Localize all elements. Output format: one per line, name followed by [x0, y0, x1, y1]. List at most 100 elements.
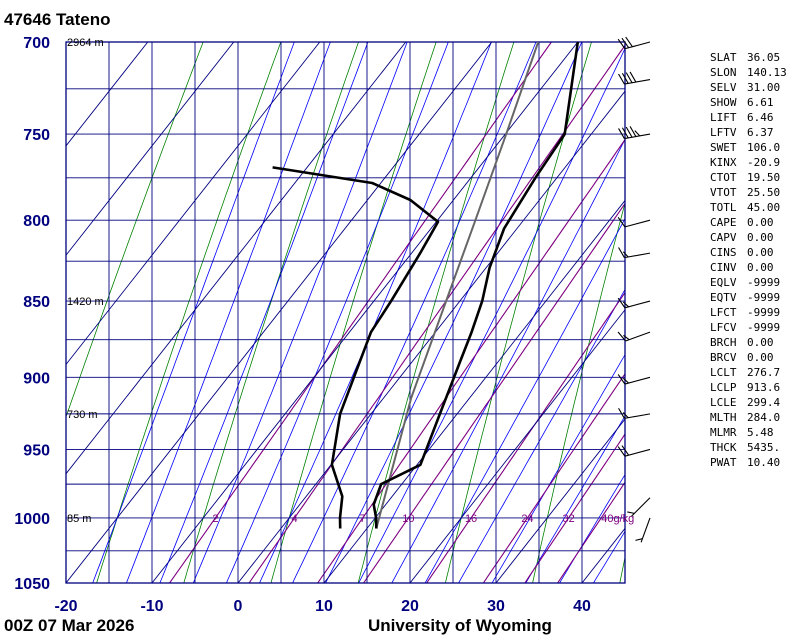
index-value: 6.37: [747, 126, 774, 139]
pressure-tick-label: 900: [23, 370, 50, 387]
height-label: 730 m: [67, 409, 98, 421]
index-value: 19.50: [747, 171, 781, 184]
isotherm-line: [237, 90, 625, 583]
wind-barb: [617, 216, 651, 228]
index-value: 6.61: [747, 96, 774, 109]
index-value: 45.00: [747, 201, 781, 214]
temperature-tick-label: -20: [54, 598, 77, 615]
station-title: 47646 Tateno: [4, 10, 111, 29]
index-row-show: SHOW 6.61: [710, 95, 787, 110]
index-row-swet: SWET 106.0: [710, 140, 787, 155]
wind-barb: [617, 374, 651, 385]
wind-barb: [618, 247, 651, 259]
pressure-tick-label: 1050: [14, 576, 50, 593]
isotherm-line: [0, 42, 62, 583]
index-key: BRCV: [710, 351, 737, 364]
index-key: CINV: [710, 261, 737, 274]
index-row-eqtv: EQTV -9999: [710, 290, 787, 305]
index-value: 6.46: [747, 111, 774, 124]
isotherm-line: [66, 42, 321, 366]
index-value: 25.50: [747, 186, 781, 199]
temperature-tick-label: 30: [487, 598, 505, 615]
pressure-tick-label: 1000: [14, 511, 50, 528]
index-row-ctot: CTOT 19.50: [710, 170, 787, 185]
index-row-lclt: LCLT 276.7: [710, 365, 787, 380]
temperature-tick-label: 20: [401, 598, 419, 615]
moist-adiabat-line: [424, 217, 625, 583]
index-value: 0.00: [747, 336, 774, 349]
moist-adiabat-line: [325, 42, 583, 583]
mixing-ratio-label: 32: [563, 513, 575, 525]
index-row-slon: SLON 140.13: [710, 65, 787, 80]
temperature-tick-label: -10: [140, 598, 163, 615]
index-key: BRCH: [710, 336, 737, 349]
wind-barb: [618, 71, 651, 85]
index-key: CAPE: [710, 216, 737, 229]
index-key: LCLT: [710, 366, 737, 379]
index-value: -9999: [747, 291, 781, 304]
index-row-brch: BRCH 0.00: [710, 335, 787, 350]
wind-barb: [617, 445, 651, 457]
index-key: SLON: [710, 66, 737, 79]
index-key: CAPV: [710, 231, 737, 244]
isotherm-line: [323, 199, 625, 583]
mixing-ratio-line: [248, 44, 625, 583]
isotherm-line: [66, 42, 235, 256]
dry-adiabat-line: [794, 42, 800, 583]
index-value: 10.40: [747, 456, 781, 469]
index-value: 5435.: [747, 441, 781, 454]
plot-frame: [65, 41, 626, 584]
wind-barb: [635, 517, 651, 543]
index-row-pwat: PWAT 10.40: [710, 455, 787, 470]
index-row-lftv: LFTV 6.37: [710, 125, 787, 140]
moist-adiabat-line: [525, 415, 625, 583]
moist-adiabat-line: [491, 353, 625, 583]
dry-adiabat-line: [183, 42, 359, 583]
index-row-thck: THCK 5435.: [710, 440, 787, 455]
dry-adiabat-line: [445, 42, 592, 583]
moist-adiabat-line: [391, 138, 625, 583]
index-value: 284.0: [747, 411, 781, 424]
index-value: -20.9: [747, 156, 781, 169]
index-key: CTOT: [710, 171, 737, 184]
plot-border: [65, 41, 626, 584]
index-row-lcle: LCLE 299.4: [710, 395, 787, 410]
index-value: -9999: [747, 306, 781, 319]
pressure-tick-label: 800: [23, 213, 50, 230]
index-value: 913.6: [747, 381, 781, 394]
background-lines: [0, 42, 800, 583]
mixing-ratio-label: 24: [521, 513, 533, 525]
temperature-tick-label: 10: [315, 598, 333, 615]
mixing-ratio-line: [524, 433, 625, 583]
index-key: LFCV: [710, 321, 737, 334]
index-key: SELV: [710, 81, 737, 94]
index-value: 36.05: [747, 51, 781, 64]
mixing-ratio-line: [557, 481, 625, 583]
axis-labels: 700 750 800 850 900 950 1000 1050-20 -10 0 10 20 30 4…: [14, 35, 634, 615]
index-row-brcv: BRCV 0.00: [710, 350, 787, 365]
index-row-cape: CAPE 0.00: [710, 215, 787, 230]
pressure-tick-label: 700: [23, 35, 50, 52]
wind-barb: [617, 331, 651, 342]
index-key: SWET: [710, 141, 737, 154]
wind-barbs: [617, 36, 651, 543]
moist-adiabat-line: [126, 42, 331, 583]
index-value: 140.13: [747, 66, 787, 79]
mixing-ratio-label: 40g/kg: [601, 513, 634, 525]
pressure-tick-label: 850: [23, 294, 50, 311]
index-row-mlmr: MLMR 5.48: [710, 425, 787, 440]
mixing-ratio-label: 4: [291, 513, 297, 525]
moist-adiabat-line: [559, 473, 625, 583]
dry-adiabat-line: [66, 42, 204, 418]
index-row-cinv: CINV 0.00: [710, 260, 787, 275]
dewpoint-profile-line: [272, 166, 440, 529]
index-key: LFCT: [710, 306, 737, 319]
index-key: KINX: [710, 156, 737, 169]
index-key: LFTV: [710, 126, 737, 139]
index-key: TOTL: [710, 201, 737, 214]
wind-barb: [627, 497, 651, 517]
index-value: 5.48: [747, 426, 774, 439]
index-row-lclp: LCLP 913.6: [710, 380, 787, 395]
pressure-tick-label: 750: [23, 127, 50, 144]
